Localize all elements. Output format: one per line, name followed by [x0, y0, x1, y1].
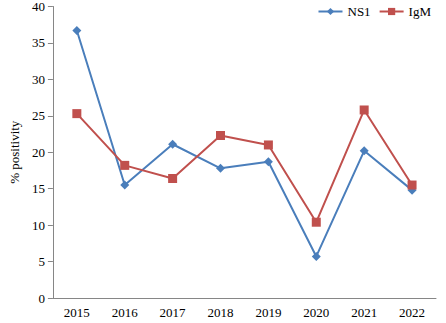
svg-text:2019: 2019 [255, 305, 281, 320]
svg-text:10: 10 [32, 218, 45, 233]
svg-text:25: 25 [32, 108, 45, 123]
svg-text:0: 0 [38, 291, 45, 306]
svg-text:30: 30 [32, 72, 45, 87]
svg-text:2017: 2017 [160, 305, 187, 320]
svg-text:2018: 2018 [208, 305, 234, 320]
svg-text:35: 35 [32, 35, 45, 50]
svg-text:5: 5 [38, 254, 45, 269]
svg-text:2021: 2021 [351, 305, 377, 320]
svg-text:2020: 2020 [303, 305, 329, 320]
svg-text:NS1: NS1 [347, 4, 370, 19]
svg-text:2015: 2015 [64, 305, 90, 320]
svg-text:20: 20 [32, 145, 45, 160]
svg-text:2022: 2022 [399, 305, 425, 320]
svg-text:15: 15 [32, 181, 45, 196]
svg-text:IgM: IgM [409, 4, 432, 19]
svg-text:% positivity: % positivity [7, 120, 22, 184]
svg-text:2016: 2016 [112, 305, 138, 320]
svg-text:40: 40 [32, 0, 45, 14]
